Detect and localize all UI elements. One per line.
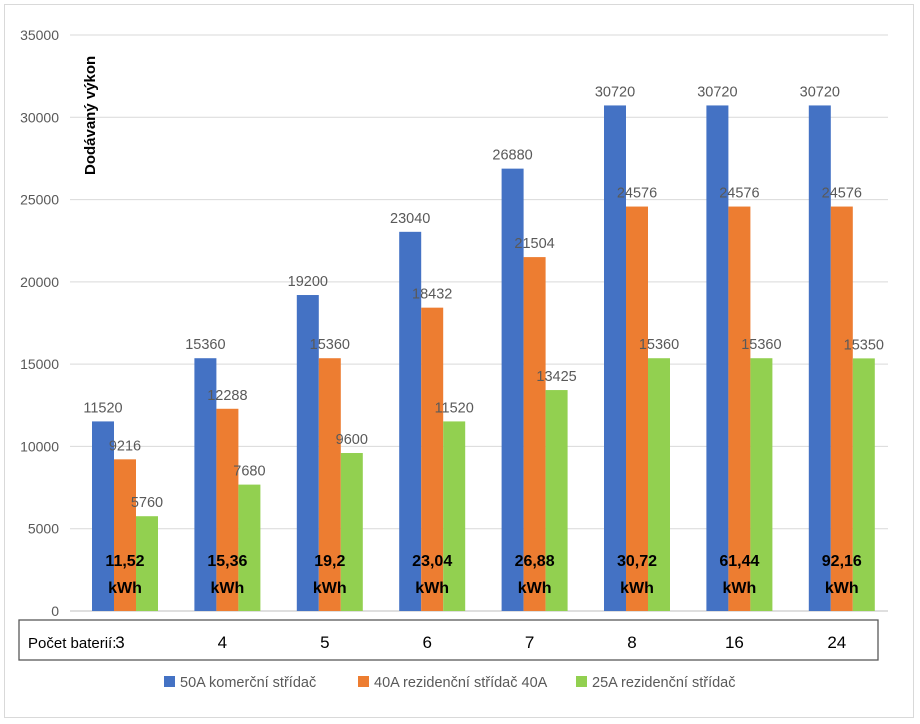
bar [216,408,239,611]
data-label: 11520 [83,400,122,416]
capacity-value: 15,36 [207,553,247,570]
capacity-value: 23,04 [412,553,452,570]
bar [296,295,319,611]
data-label: 15360 [639,337,679,353]
y-axis-ticks: 0 5000 10000 15000 20000 25000 30000 35000 [20,27,59,619]
legend-label: 40A rezidenční střídač 40A [374,675,548,691]
category-label: 5 [320,633,329,652]
capacity-value: 30,72 [617,553,657,570]
capacity-value: 19,2 [314,553,345,570]
bar [318,358,341,611]
bar [399,231,422,611]
bar [626,206,648,611]
bar [648,358,670,611]
data-label: 19200 [288,274,328,290]
category-label: 3 [115,633,124,652]
capacity-unit: kWh [313,580,347,597]
capacity-unit: kWh [723,580,757,597]
bar [808,105,831,611]
y-tick-label: 20000 [20,274,59,290]
data-label: 24576 [822,186,862,202]
data-label: 30720 [595,84,635,100]
bar [421,307,444,611]
capacity-value: 26,88 [515,553,555,570]
data-label: 12288 [207,388,247,404]
legend-swatch [576,676,587,687]
legend: 50A komerční střídač 40A rezidenční stříd… [164,675,735,691]
data-label: 13425 [536,369,576,385]
capacity-unit: kWh [825,580,859,597]
bar [340,453,363,611]
data-label: 30720 [800,84,840,100]
bars [92,105,875,611]
bar [136,516,158,611]
category-labels: 3 4 5 6 7 8 16 24 [115,633,846,652]
category-label: 24 [827,633,846,652]
bar [92,421,114,611]
data-label: 21504 [514,236,554,252]
data-label: 26880 [492,148,532,164]
chart-frame [4,4,914,718]
data-label: 30720 [697,84,737,100]
bar [852,358,875,611]
category-label: 16 [725,633,744,652]
data-label: 9216 [109,438,141,454]
category-label: 8 [627,633,636,652]
capacity-value: 61,44 [719,553,759,570]
capacity-unit: kWh [211,580,245,597]
data-label: 24576 [617,186,657,202]
bar [604,105,626,611]
x-axis-title: Počet baterií: [28,635,116,652]
y-tick-label: 0 [51,603,59,619]
data-label: 23040 [390,211,430,227]
capacity-unit: kWh [415,580,449,597]
data-label: 15360 [741,337,781,353]
data-labels: 11520 9216 5760 15360 12288 7680 19200 15360 960… [83,84,884,511]
bar [194,358,217,611]
capacity-value: 11,52 [105,553,144,570]
y-tick-label: 10000 [20,438,59,454]
y-tick-label: 30000 [20,109,59,125]
category-label: 6 [422,633,431,652]
category-box [18,619,879,661]
bar [114,459,136,611]
bar [238,484,261,611]
bar [706,105,729,611]
bar [545,390,568,611]
data-label: 24576 [719,186,759,202]
legend-label: 50A komerční střídač [180,675,316,691]
y-tick-label: 35000 [20,27,59,43]
capacity-unit: kWh [620,580,654,597]
capacity-unit: kWh [108,580,142,597]
bar [501,168,524,611]
y-tick-label: 15000 [20,356,59,372]
legend-swatch [358,676,369,687]
y-tick-label: 5000 [28,521,59,537]
capacity-unit: kWh [518,580,552,597]
data-label: 9600 [336,432,368,448]
category-label: 7 [525,633,534,652]
bar [750,358,773,611]
bar [523,257,546,611]
data-label: 15360 [185,337,225,353]
capacity-labels: 11,52 kWh 15,36 kWh 19,2 kWh 23,04 kWh 26,88 kWh 3… [105,553,861,597]
legend-swatch [164,676,175,687]
data-label: 18432 [412,287,452,303]
capacity-value: 92,16 [822,553,862,570]
bar [443,421,466,611]
y-tick-label: 25000 [20,192,59,208]
data-label: 7680 [233,464,265,480]
category-label: 4 [218,633,227,652]
data-label: 11520 [435,400,474,416]
data-label: 5760 [131,495,163,511]
y-axis-title: Dodávaný výkon [82,56,99,175]
data-label: 15350 [844,337,884,353]
bar [830,206,853,611]
legend-label: 25A rezidenční střídač [592,675,735,691]
data-label: 15360 [310,337,350,353]
bar [728,206,751,611]
